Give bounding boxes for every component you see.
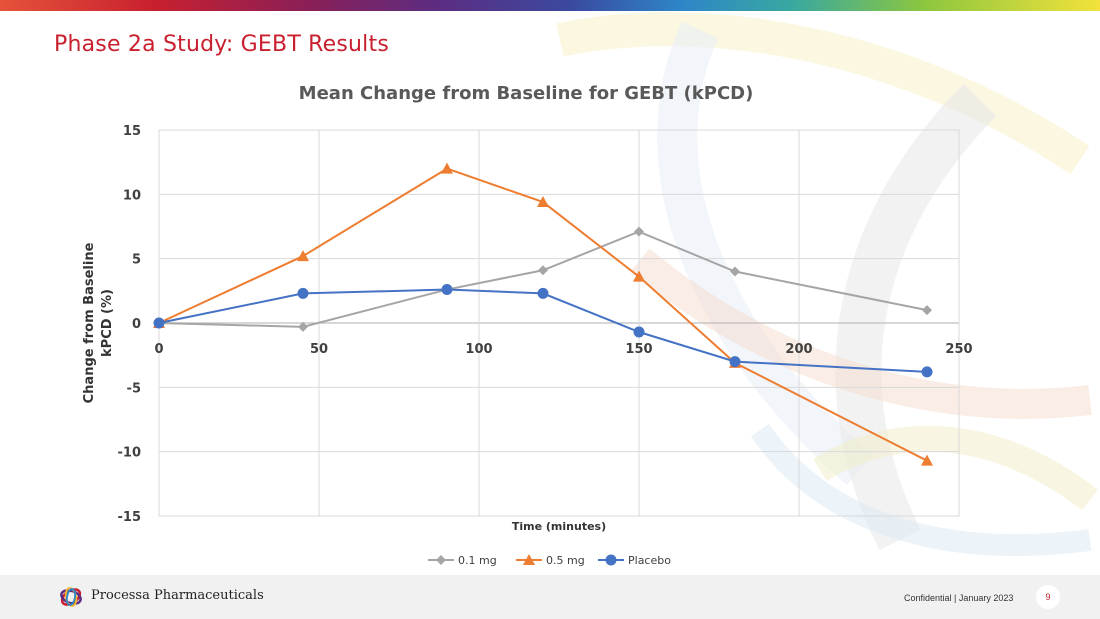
data-point <box>441 284 453 296</box>
footer-bar: Processa Pharmaceuticals Confidential | … <box>0 575 1100 619</box>
x-axis-label: Time (minutes) <box>512 520 606 533</box>
data-point <box>729 356 741 368</box>
series-0-1-mg <box>154 226 932 332</box>
data-point <box>441 162 453 174</box>
data-point <box>633 326 645 338</box>
y-tick-label: 5 <box>132 253 141 268</box>
chart-gridlines <box>158 129 960 517</box>
data-point <box>922 305 932 316</box>
series-line <box>158 230 928 328</box>
legend-marker <box>605 554 617 566</box>
series-line <box>158 167 928 462</box>
data-point <box>538 265 548 276</box>
legend-item: 0.1 mg <box>428 554 497 567</box>
legend-label: 0.5 mg <box>546 554 585 567</box>
y-tick-label: 15 <box>123 124 141 139</box>
series-0-5-mg <box>153 162 933 466</box>
data-point <box>921 366 933 378</box>
x-tick-label: 50 <box>310 342 328 357</box>
x-tick-label: 200 <box>785 342 812 357</box>
slide-title: Phase 2a Study: GEBT Results <box>54 32 389 57</box>
legend-label: Placebo <box>628 554 671 567</box>
top-color-band <box>0 0 1100 11</box>
data-point <box>298 321 308 332</box>
x-tick-label: 150 <box>625 342 652 357</box>
y-tick-label: 0 <box>132 317 141 332</box>
line-chart: Mean Change from Baseline for GEBT (kPCD… <box>82 83 973 567</box>
data-point <box>730 266 740 277</box>
y-tick-label: -15 <box>118 510 142 525</box>
y-axis-label: Change from Baseline kPCD (%) <box>82 242 115 403</box>
data-point <box>537 196 549 208</box>
y-tick-label: -5 <box>127 381 141 396</box>
legend-marker <box>523 554 535 565</box>
data-point <box>153 317 165 329</box>
y-axis-label-line-1: Change from Baseline <box>82 242 97 403</box>
data-point <box>537 287 549 299</box>
data-point <box>297 287 309 299</box>
legend-item: 0.5 mg <box>516 554 585 567</box>
processa-logo-icon <box>60 587 82 607</box>
y-axis-label-line-2: kPCD (%) <box>100 289 115 357</box>
series-line <box>158 288 928 373</box>
chart-series <box>153 162 933 466</box>
y-tick-label: -10 <box>118 446 142 461</box>
legend-label: 0.1 mg <box>458 554 497 567</box>
page-number: 9 <box>1036 585 1060 609</box>
legend-item: Placebo <box>598 554 671 567</box>
legend-marker <box>436 555 446 565</box>
chart-legend: 0.1 mg 0.5 mg Placebo <box>428 554 671 567</box>
data-point <box>297 250 309 262</box>
data-point <box>634 226 644 237</box>
x-tick-label: 0 <box>154 342 163 357</box>
series-placebo <box>153 284 933 378</box>
data-point <box>633 270 645 282</box>
x-tick-label: 250 <box>945 342 972 357</box>
confidential-notice: Confidential | January 2023 <box>904 593 1014 603</box>
x-tick-label: 100 <box>465 342 492 357</box>
chart-title: Mean Change from Baseline for GEBT (kPCD… <box>299 83 754 104</box>
company-name: Processa Pharmaceuticals <box>91 588 264 603</box>
y-tick-label: 10 <box>123 188 141 203</box>
data-point <box>921 454 933 466</box>
